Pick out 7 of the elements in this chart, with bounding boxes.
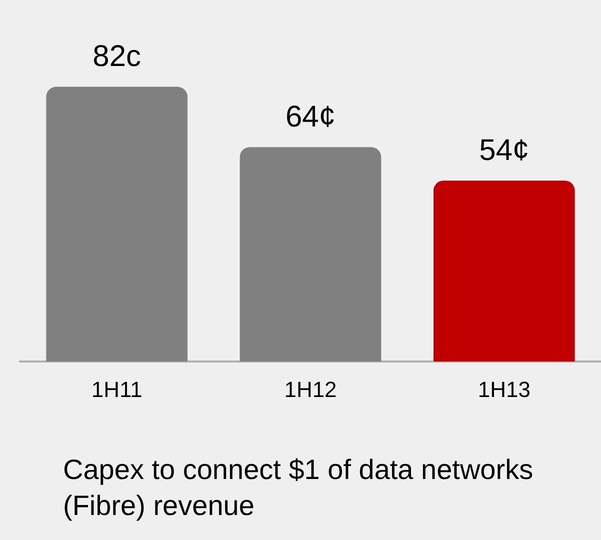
x-tick-label: 1H12 bbox=[284, 376, 337, 402]
text: Capex to connect $1 of data networks (Fibre) revenue bbox=[63, 453, 534, 523]
x-tick-label: 1H13 bbox=[478, 376, 530, 402]
x-tick-label: 1H11 bbox=[91, 376, 142, 402]
data-label: 82c bbox=[92, 40, 142, 74]
data-label: 64¢ bbox=[285, 100, 336, 134]
data-label: 54¢ bbox=[479, 134, 530, 167]
